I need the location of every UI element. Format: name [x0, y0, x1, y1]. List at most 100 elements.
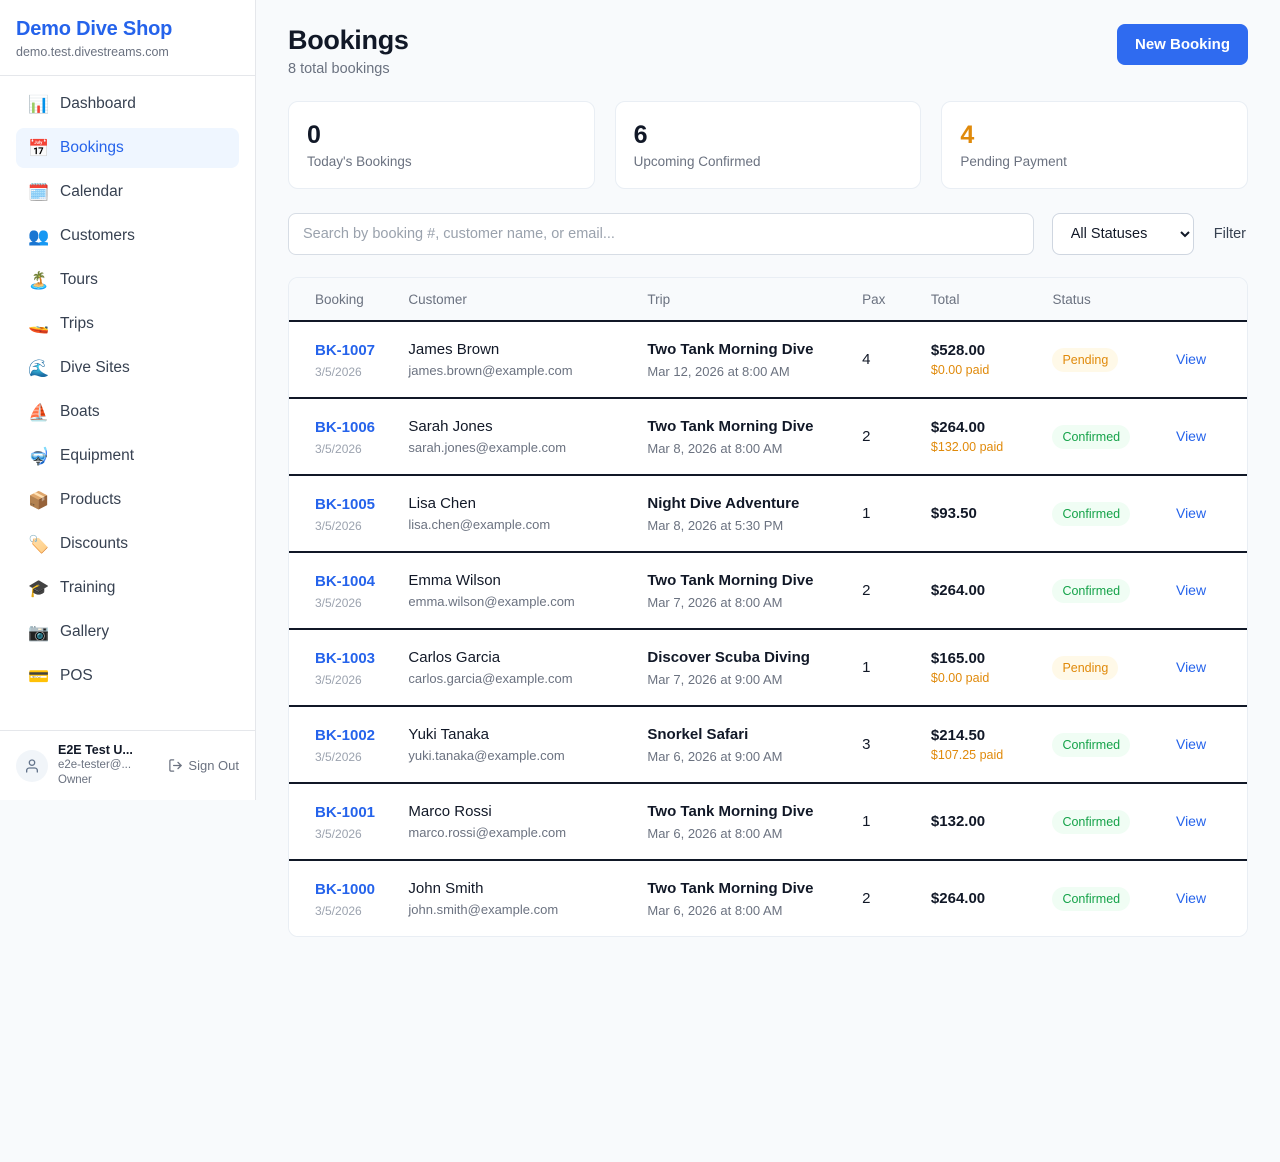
stat-card: 4 Pending Payment — [941, 101, 1249, 189]
sidebar-item-bookings[interactable]: 📅 Bookings — [16, 128, 239, 168]
bar-chart-icon: 📊 — [28, 94, 50, 114]
booking-created-date: 3/5/2026 — [315, 827, 362, 841]
pax-count: 2 — [854, 398, 923, 476]
booking-ref-link[interactable]: BK-1006 — [315, 419, 376, 436]
calendar-icon: 📅 — [28, 138, 50, 158]
booking-ref-link[interactable]: BK-1000 — [315, 881, 376, 898]
view-link[interactable]: View — [1175, 504, 1207, 521]
sidebar-item-training[interactable]: 🎓 Training — [16, 568, 239, 608]
trip-datetime: Mar 6, 2026 at 8:00 AM — [647, 903, 783, 918]
customer-cell: John Smith john.smith@example.com — [400, 860, 640, 936]
trip-name: Two Tank Morning Dive — [647, 341, 814, 358]
view-link[interactable]: View — [1175, 735, 1207, 752]
sailboat-icon: ⛵ — [28, 402, 50, 422]
bookings-table: Booking Customer Trip Pax Total Status BK-100… — [289, 278, 1247, 936]
total-cell: $528.00 $0.00 paid — [922, 321, 1045, 399]
sidebar-item-trips[interactable]: 🚤 Trips — [16, 304, 239, 344]
customer-name: James Brown — [408, 341, 500, 358]
action-cell: View — [1167, 321, 1247, 399]
column-header: Status — [1044, 278, 1168, 322]
sidebar-item-boats[interactable]: ⛵ Boats — [16, 392, 239, 432]
trip-datetime: Mar 7, 2026 at 8:00 AM — [647, 595, 783, 610]
new-booking-button[interactable]: New Booking — [1116, 24, 1248, 65]
action-cell: View — [1167, 398, 1247, 476]
customer-email: yuki.tanaka@example.com — [408, 748, 565, 763]
sidebar-item-dive-sites[interactable]: 🌊 Dive Sites — [16, 348, 239, 388]
view-link[interactable]: View — [1175, 427, 1207, 444]
sidebar-item-label: Bookings — [60, 139, 124, 156]
sidebar-item-label: Dashboard — [60, 95, 136, 112]
trip-datetime: Mar 12, 2026 at 8:00 AM — [647, 364, 790, 379]
total-cell: $132.00 — [922, 783, 1045, 861]
sidebar-item-pos[interactable]: 💳 POS — [16, 656, 239, 696]
sign-out-label: Sign Out — [188, 758, 239, 773]
two-people-icon: 👥 — [28, 226, 50, 246]
total-amount: $528.00 — [930, 342, 986, 359]
page-header-text: Bookings 8 total bookings — [288, 24, 409, 77]
paid-amount: $0.00 paid — [930, 363, 990, 377]
pax-count: 1 — [854, 475, 923, 553]
status-cell: Confirmed — [1044, 783, 1168, 861]
view-link[interactable]: View — [1175, 581, 1207, 598]
trip-name: Discover Scuba Diving — [647, 649, 810, 666]
sidebar-item-customers[interactable]: 👥 Customers — [16, 216, 239, 256]
view-link[interactable]: View — [1175, 350, 1207, 367]
booking-ref-link[interactable]: BK-1007 — [315, 342, 376, 359]
customer-name: Emma Wilson — [408, 572, 501, 589]
stat-card: 0 Today's Bookings — [288, 101, 595, 189]
status-badge: Pending — [1052, 655, 1119, 680]
trip-name: Two Tank Morning Dive — [647, 418, 814, 435]
trip-name: Two Tank Morning Dive — [647, 803, 814, 820]
filter-button[interactable]: Filter — [1213, 226, 1246, 242]
sign-out-button[interactable]: Sign Out — [168, 758, 239, 773]
total-amount: $132.00 — [930, 813, 986, 830]
sidebar-item-equipment[interactable]: 🤿 Equipment — [16, 436, 239, 476]
booking-ref-link[interactable]: BK-1005 — [315, 496, 376, 513]
booking-ref-link[interactable]: BK-1002 — [315, 727, 376, 744]
booking-created-date: 3/5/2026 — [315, 904, 362, 918]
booking-cell: BK-1002 3/5/2026 — [289, 706, 401, 784]
action-cell: View — [1167, 475, 1247, 553]
customer-cell: James Brown james.brown@example.com — [400, 321, 640, 399]
paid-amount: $0.00 paid — [930, 671, 990, 685]
person-icon — [26, 758, 38, 773]
sidebar-item-discounts[interactable]: 🏷️ Discounts — [16, 524, 239, 564]
stat-card: 6 Upcoming Confirmed — [614, 101, 922, 189]
status-badge: Confirmed — [1052, 886, 1131, 911]
booking-created-date: 3/5/2026 — [315, 365, 362, 379]
view-link[interactable]: View — [1175, 889, 1207, 906]
trip-name: Two Tank Morning Dive — [647, 880, 814, 897]
total-cell: $264.00 — [922, 860, 1045, 936]
pax-count: 2 — [854, 552, 923, 630]
search-input[interactable] — [288, 213, 1034, 255]
sidebar-item-products[interactable]: 📦 Products — [16, 480, 239, 520]
stat-label: Today's Bookings — [307, 154, 412, 169]
main-content: Bookings 8 total bookings New Booking 0 T… — [256, 0, 1280, 937]
user-meta: E2E Test U... e2e-tester@... Owner — [58, 743, 158, 788]
pax-count: 1 — [854, 783, 923, 861]
total-amount: $214.50 — [930, 727, 986, 744]
island-icon: 🏝️ — [28, 270, 50, 290]
view-link[interactable]: View — [1175, 658, 1207, 675]
status-badge: Confirmed — [1052, 809, 1131, 834]
brand-block: Demo Dive Shop demo.test.divestreams.com — [0, 0, 255, 76]
booking-ref-link[interactable]: BK-1003 — [315, 650, 376, 667]
camera-icon: 📷 — [28, 622, 50, 642]
status-cell: Pending — [1044, 629, 1168, 707]
view-link[interactable]: View — [1175, 812, 1207, 829]
status-filter-select[interactable]: All Statuses — [1051, 213, 1194, 255]
customer-email: emma.wilson@example.com — [408, 594, 575, 609]
pax-count: 1 — [854, 629, 923, 707]
trip-cell: Two Tank Morning Dive Mar 8, 2026 at 8:00… — [639, 398, 855, 476]
total-amount: $165.00 — [930, 650, 986, 667]
stats-row: 0 Today's Bookings 6 Upcoming Confirmed 4 Pen… — [288, 101, 1249, 189]
sidebar-item-gallery[interactable]: 📷 Gallery — [16, 612, 239, 652]
sidebar-item-dashboard[interactable]: 📊 Dashboard — [16, 84, 239, 124]
sidebar-item-calendar[interactable]: 🗓️ Calendar — [16, 172, 239, 212]
booking-ref-link[interactable]: BK-1004 — [315, 573, 376, 590]
column-header: Customer — [400, 278, 640, 322]
booking-ref-link[interactable]: BK-1001 — [315, 804, 376, 821]
sidebar-item-tours[interactable]: 🏝️ Tours — [16, 260, 239, 300]
sidebar-item-label: Customers — [60, 227, 135, 244]
